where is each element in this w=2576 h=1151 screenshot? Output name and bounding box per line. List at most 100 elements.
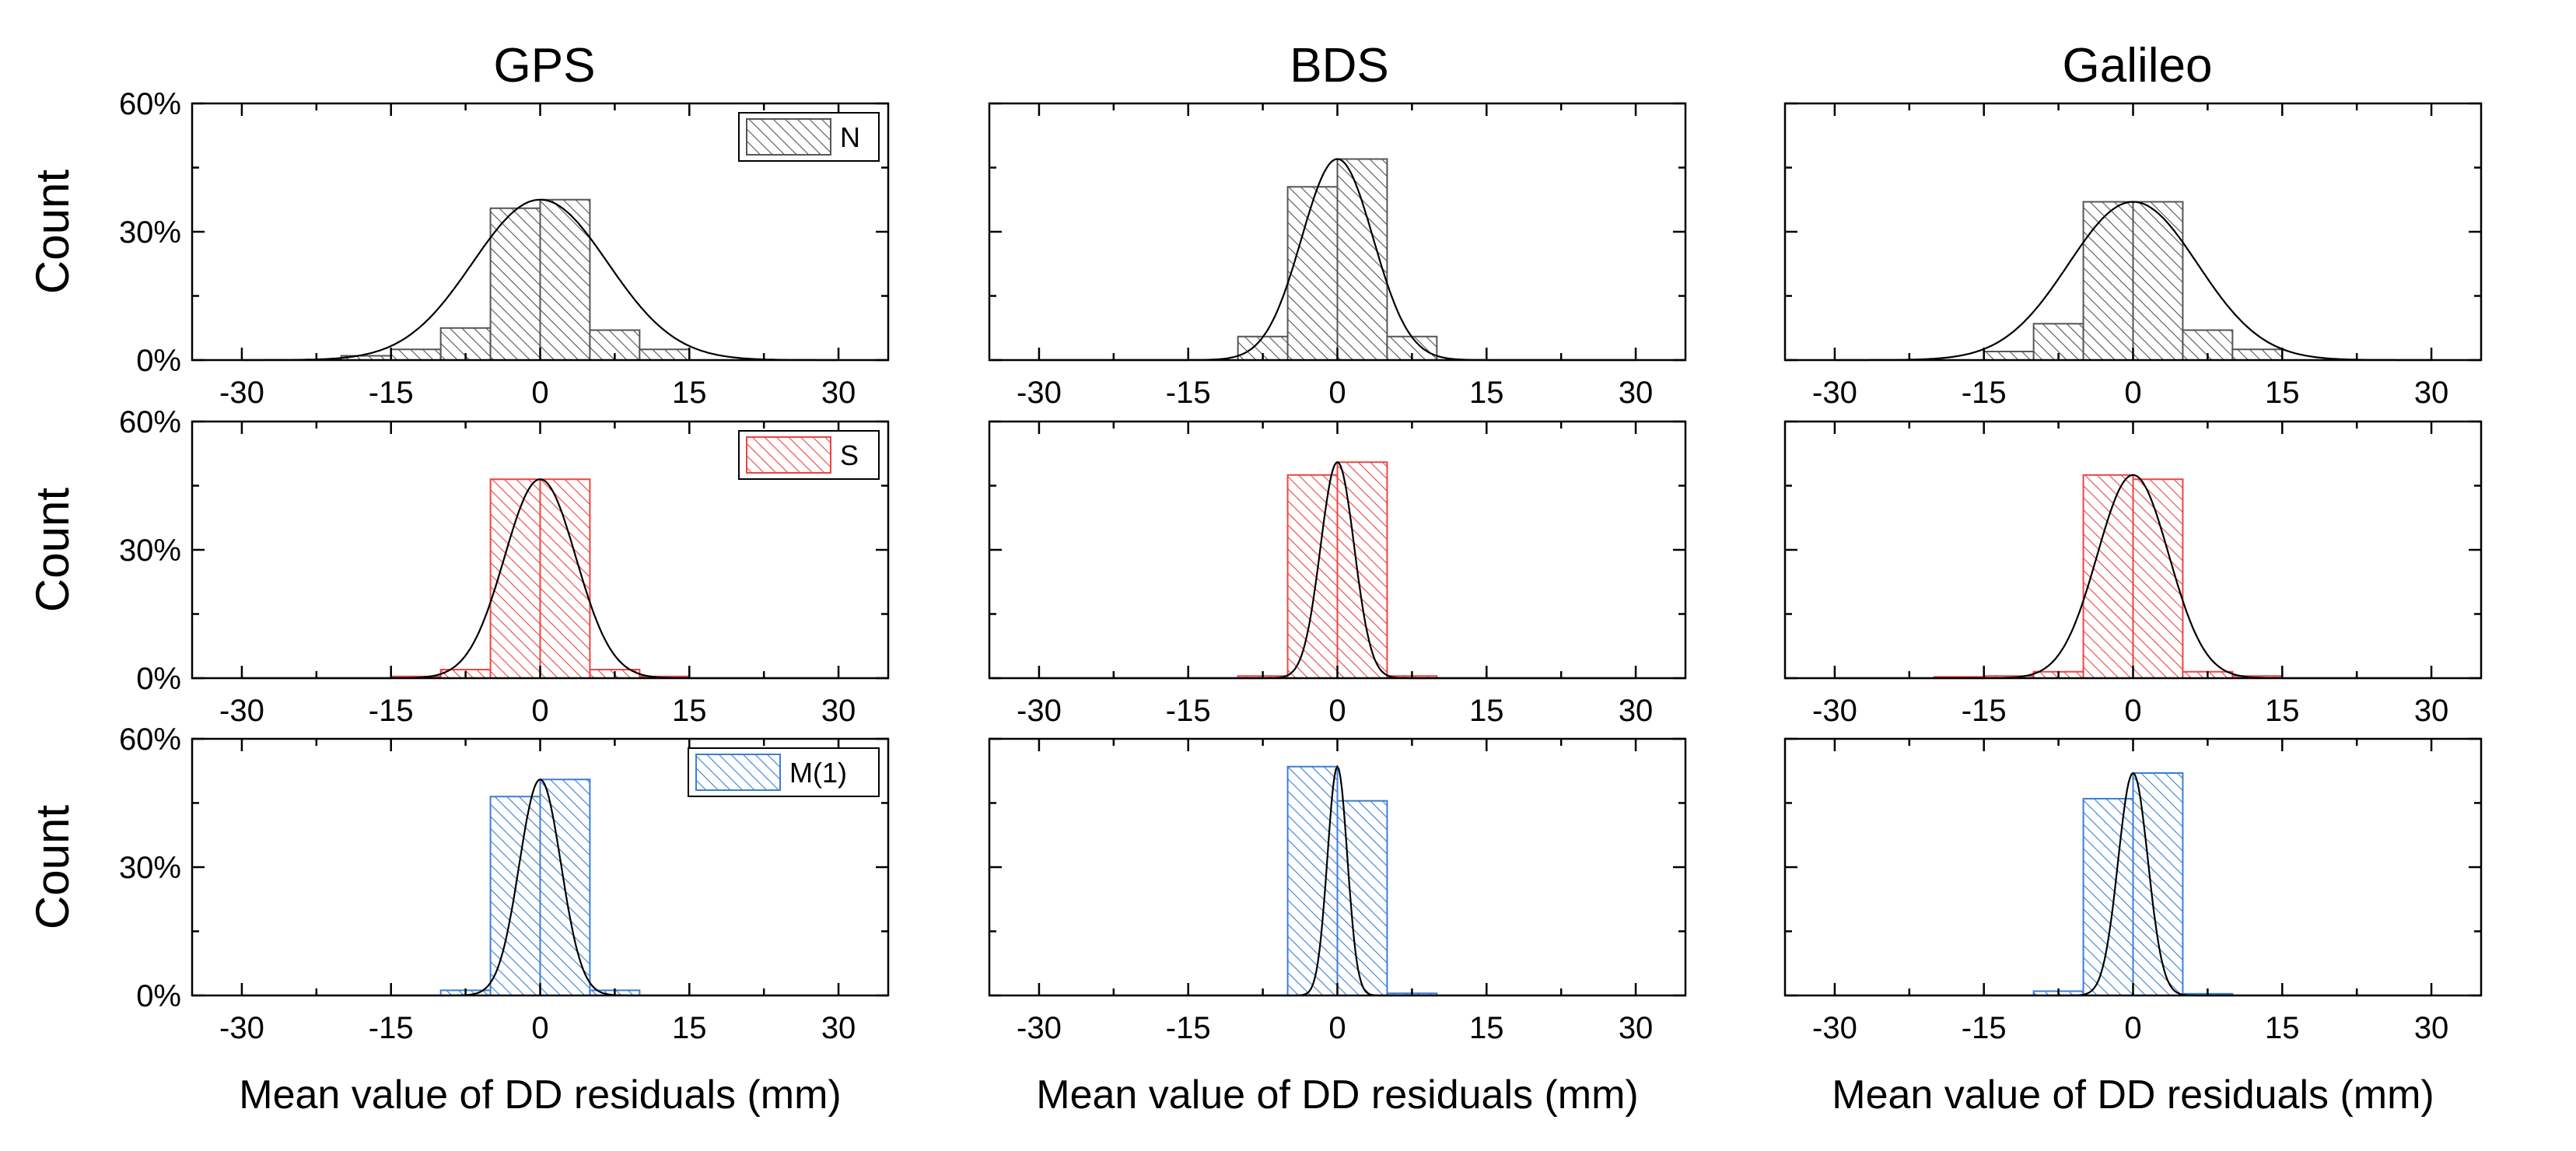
x-axis-label-gps-m1: Mean value of DD residuals (mm) — [239, 1072, 841, 1118]
bar-galileo-n-bin-0 — [1983, 351, 2035, 361]
legend-swatch-gps-m1 — [695, 754, 781, 791]
x-tick-label-gps-m1: 15 — [672, 1011, 707, 1045]
x-tick-label-galileo-s: -30 — [1812, 694, 1857, 728]
y-tick-label-gps-n: 30% — [119, 215, 181, 250]
y-tick-label-gps-s: 0% — [136, 662, 181, 696]
x-tick-label-galileo-m1: 30 — [2414, 1011, 2449, 1045]
x-tick-label-galileo-s: 15 — [2265, 694, 2300, 728]
legend-gps-s: S — [738, 430, 880, 480]
x-tick-label-gps-s: -15 — [369, 694, 414, 728]
bar-galileo-n-bin-3 — [2132, 201, 2184, 361]
x-tick-label-bds-m1: 0 — [1328, 1011, 1346, 1045]
x-tick-label-galileo-s: -15 — [1962, 694, 2007, 728]
legend-gps-n: N — [738, 112, 880, 162]
bar-galileo-m1-bin-1 — [2082, 798, 2134, 996]
y-tick-label-gps-n: 60% — [119, 87, 181, 121]
panel-galileo-m1: -30 -15 0 15 30 Mean value of DD residuals (m… — [1783, 737, 2483, 1118]
x-tick-label-bds-n: -30 — [1017, 376, 1062, 410]
x-tick-label-bds-s: 15 — [1469, 694, 1504, 728]
x-tick-label-bds-n: 15 — [1469, 376, 1504, 410]
x-tick-label-gps-n: 30 — [821, 376, 856, 410]
x-tick-label-bds-m1: -30 — [1017, 1011, 1062, 1045]
panel-galileo-n: -30 -15 0 15 30 — [1783, 102, 2483, 410]
y-tick-label-gps-s: 30% — [119, 534, 181, 568]
panel-gps-s: -30 -15 0 15 30 0% 30% 60% Count S — [26, 405, 890, 728]
bar-galileo-m1-bin-2 — [2132, 772, 2184, 996]
bar-galileo-n-bin-2 — [2082, 201, 2134, 361]
x-tick-label-gps-s: 0 — [531, 694, 548, 728]
bar-gps-n-bin-1 — [390, 348, 442, 361]
column-title-bds: BDS — [1290, 39, 1388, 93]
x-tick-label-bds-m1: 15 — [1469, 1011, 1504, 1045]
x-tick-label-bds-n: -15 — [1166, 376, 1211, 410]
y-tick-label-gps-n: 0% — [136, 344, 181, 378]
x-tick-label-bds-n: 30 — [1619, 376, 1654, 410]
x-tick-label-galileo-m1: -15 — [1962, 1011, 2007, 1045]
x-tick-label-bds-m1: -15 — [1166, 1011, 1211, 1045]
x-tick-label-gps-n: -15 — [369, 376, 414, 410]
panel-bds-s: -30 -15 0 15 30 — [988, 420, 1687, 728]
y-tick-label-gps-m1: 60% — [119, 722, 181, 757]
x-tick-label-gps-n: -30 — [219, 376, 264, 410]
legend-label-gps-m1: M(1) — [789, 757, 847, 789]
legend-swatch-gps-n — [746, 118, 831, 156]
x-tick-label-galileo-s: 30 — [2414, 694, 2449, 728]
bar-gps-n-bin-4 — [539, 198, 591, 361]
x-tick-label-galileo-s: 0 — [2124, 694, 2141, 728]
x-tick-label-galileo-n: 30 — [2414, 376, 2449, 410]
x-tick-label-galileo-m1: 0 — [2124, 1011, 2141, 1045]
bar-bds-n-bin-1 — [1286, 186, 1339, 361]
x-tick-label-gps-n: 0 — [531, 376, 548, 410]
x-tick-label-galileo-n: -15 — [1962, 376, 2007, 410]
x-tick-label-galileo-m1: -30 — [1812, 1011, 1857, 1045]
y-tick-label-gps-m1: 0% — [136, 979, 181, 1013]
y-axis-label-gps-m1: Count — [26, 805, 79, 929]
legend-label-gps-s: S — [840, 439, 859, 471]
x-tick-label-gps-s: 15 — [672, 694, 707, 728]
y-tick-label-gps-s: 60% — [119, 405, 181, 439]
x-tick-label-gps-s: -30 — [219, 694, 264, 728]
x-tick-label-bds-n: 0 — [1328, 376, 1346, 410]
x-tick-label-galileo-n: 0 — [2124, 376, 2141, 410]
column-title-gps: GPS — [494, 39, 596, 93]
x-tick-label-gps-m1: 30 — [821, 1011, 856, 1045]
bar-bds-s-bin-2 — [1336, 461, 1388, 679]
legend-swatch-gps-s — [746, 436, 831, 474]
y-tick-label-gps-m1: 30% — [119, 851, 181, 885]
panel-gps-m1: -30 -15 0 15 30 0% 30% 60% Count Mean value of DD… — [26, 722, 890, 1118]
x-tick-label-gps-m1: -15 — [369, 1011, 414, 1045]
bar-galileo-n-bin-5 — [2231, 348, 2284, 361]
x-tick-label-gps-n: 15 — [672, 376, 707, 410]
panel-galileo-s: -30 -15 0 15 30 — [1783, 420, 2483, 728]
x-tick-label-gps-m1: -30 — [219, 1011, 264, 1045]
bar-gps-n-bin-6 — [639, 348, 691, 361]
panel-gps-n: -30 -15 0 15 30 0% 30% 60% Count N — [26, 87, 890, 410]
x-tick-label-galileo-n: 15 — [2265, 376, 2300, 410]
x-tick-label-bds-s: 30 — [1619, 694, 1654, 728]
x-tick-label-galileo-n: -30 — [1812, 376, 1857, 410]
x-tick-label-bds-m1: 30 — [1619, 1011, 1654, 1045]
x-tick-label-gps-s: 30 — [821, 694, 856, 728]
y-axis-label-gps-s: Count — [26, 488, 79, 612]
bar-gps-n-bin-3 — [489, 207, 541, 361]
x-axis-label-galileo-m1: Mean value of DD residuals (mm) — [1832, 1072, 2434, 1118]
y-axis-label-gps-n: Count — [26, 170, 79, 294]
column-title-galileo: Galileo — [2063, 39, 2213, 93]
panel-bds-m1: -30 -15 0 15 30 Mean value of DD residuals (m… — [988, 737, 1687, 1118]
x-tick-label-bds-s: -30 — [1017, 694, 1062, 728]
x-tick-label-bds-s: 0 — [1328, 694, 1346, 728]
legend-label-gps-n: N — [840, 121, 860, 153]
x-tick-label-gps-m1: 0 — [531, 1011, 548, 1045]
x-tick-label-galileo-m1: 15 — [2265, 1011, 2300, 1045]
fit-curve-galileo-n — [1834, 201, 2432, 362]
bar-bds-s-bin-1 — [1286, 474, 1339, 679]
bar-gps-m1-bin-1 — [489, 796, 541, 996]
panel-bds-n: -30 -15 0 15 30 — [988, 102, 1687, 410]
fit-curve-gps-n — [241, 198, 839, 362]
x-axis-label-bds-m1: Mean value of DD residuals (mm) — [1036, 1072, 1638, 1118]
bar-bds-m1-bin-0 — [1286, 765, 1339, 996]
x-tick-label-bds-s: -15 — [1166, 694, 1211, 728]
legend-gps-m1: M(1) — [688, 747, 880, 797]
